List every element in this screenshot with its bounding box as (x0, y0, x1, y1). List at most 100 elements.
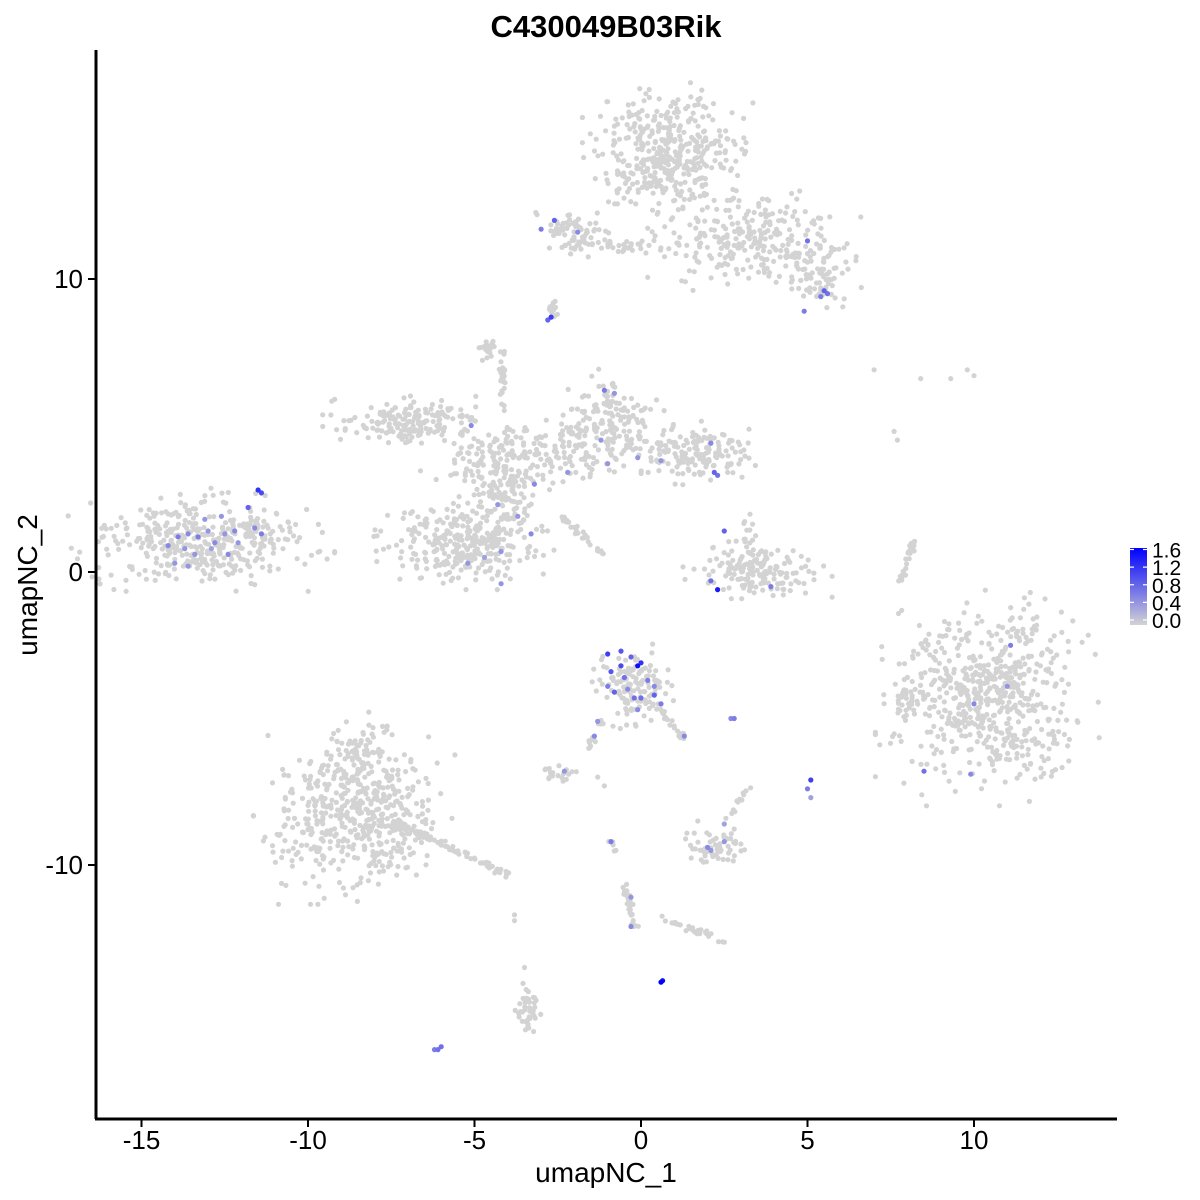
expressing-cell-point (731, 715, 737, 722)
cell-point (1047, 637, 1054, 644)
cell-point (523, 474, 530, 480)
cell-point (555, 773, 561, 779)
cell-point (464, 536, 470, 542)
expressing-cell-point (551, 217, 558, 223)
cell-point (481, 480, 487, 487)
cell-point (748, 785, 754, 791)
cell-point (305, 827, 311, 833)
cell-point (378, 528, 384, 534)
cell-point (190, 506, 196, 512)
cell-point (114, 522, 120, 529)
cell-point (259, 564, 266, 570)
cell-point (338, 814, 344, 821)
expressing-cell-point (548, 314, 554, 320)
cell-point (707, 557, 713, 564)
cell-point (1020, 630, 1026, 637)
cell-point (506, 870, 512, 876)
cell-point (547, 458, 554, 464)
cell-point (579, 140, 586, 146)
cell-point (416, 530, 422, 537)
cell-point (444, 506, 450, 512)
cell-point (496, 530, 502, 537)
cell-point (743, 140, 749, 146)
cell-point (127, 542, 133, 548)
cell-point (471, 492, 477, 498)
cell-point (657, 162, 663, 168)
cell-point (177, 548, 183, 554)
cell-point (468, 468, 474, 474)
cell-point (904, 561, 910, 567)
cell-point (648, 717, 654, 723)
cell-point (177, 491, 183, 497)
cell-point (941, 649, 948, 656)
cell-point (417, 521, 423, 527)
cell-point (725, 469, 731, 475)
cell-point (629, 247, 636, 253)
cell-point (964, 600, 970, 606)
cell-point (370, 781, 376, 787)
cell-point (144, 537, 150, 543)
cell-point (691, 566, 697, 572)
cell-point (592, 739, 598, 745)
cell-point (1024, 766, 1030, 772)
cell-point (282, 796, 288, 802)
cell-point (628, 441, 635, 447)
expressing-cell-point (498, 548, 504, 555)
cell-point (1005, 727, 1011, 733)
cell-point (1020, 626, 1026, 632)
cell-point (1007, 652, 1013, 658)
cell-point (446, 569, 453, 576)
cell-point (818, 270, 824, 276)
cell-point (611, 848, 617, 854)
cell-point (216, 544, 222, 550)
cell-point (324, 749, 330, 755)
cell-point (651, 155, 657, 161)
cell-point (706, 832, 713, 838)
cell-point (561, 449, 567, 456)
cell-point (1021, 606, 1027, 612)
cell-point (290, 800, 296, 806)
cell-point (687, 80, 694, 86)
cell-point (401, 395, 407, 401)
cell-point (238, 567, 244, 574)
cell-point (376, 434, 383, 440)
cell-point (746, 225, 752, 231)
cell-point (662, 159, 668, 166)
cell-point (625, 189, 631, 195)
cell-point (370, 734, 376, 740)
cell-point (182, 503, 188, 510)
cell-point (745, 549, 751, 555)
cell-point (829, 573, 835, 579)
cell-point (509, 448, 515, 454)
cell-point (326, 781, 332, 788)
cell-point (625, 134, 632, 141)
cell-point (789, 277, 795, 283)
cell-point (171, 566, 177, 572)
cell-point (521, 483, 528, 489)
cell-point (664, 151, 670, 158)
cell-point (723, 448, 729, 454)
cell-point (378, 823, 384, 829)
cell-point (995, 690, 1002, 696)
cell-point (542, 462, 548, 468)
expressing-cell-point (651, 683, 657, 689)
cell-point (670, 215, 676, 221)
cell-point (430, 820, 436, 826)
cell-point (612, 435, 618, 441)
cell-point (744, 219, 750, 225)
cell-point (434, 556, 440, 562)
cell-point (324, 828, 330, 834)
cell-point (714, 218, 720, 224)
cell-point (474, 451, 480, 457)
cell-point (459, 537, 465, 543)
cell-point (602, 237, 608, 243)
cell-point (994, 659, 1000, 666)
cell-point (897, 573, 903, 580)
cell-point (671, 122, 677, 129)
cell-point (419, 811, 425, 817)
cell-point (540, 571, 546, 577)
cell-point (583, 414, 589, 420)
cell-point (909, 758, 915, 765)
cell-point (928, 729, 934, 735)
cell-point (1028, 692, 1034, 698)
